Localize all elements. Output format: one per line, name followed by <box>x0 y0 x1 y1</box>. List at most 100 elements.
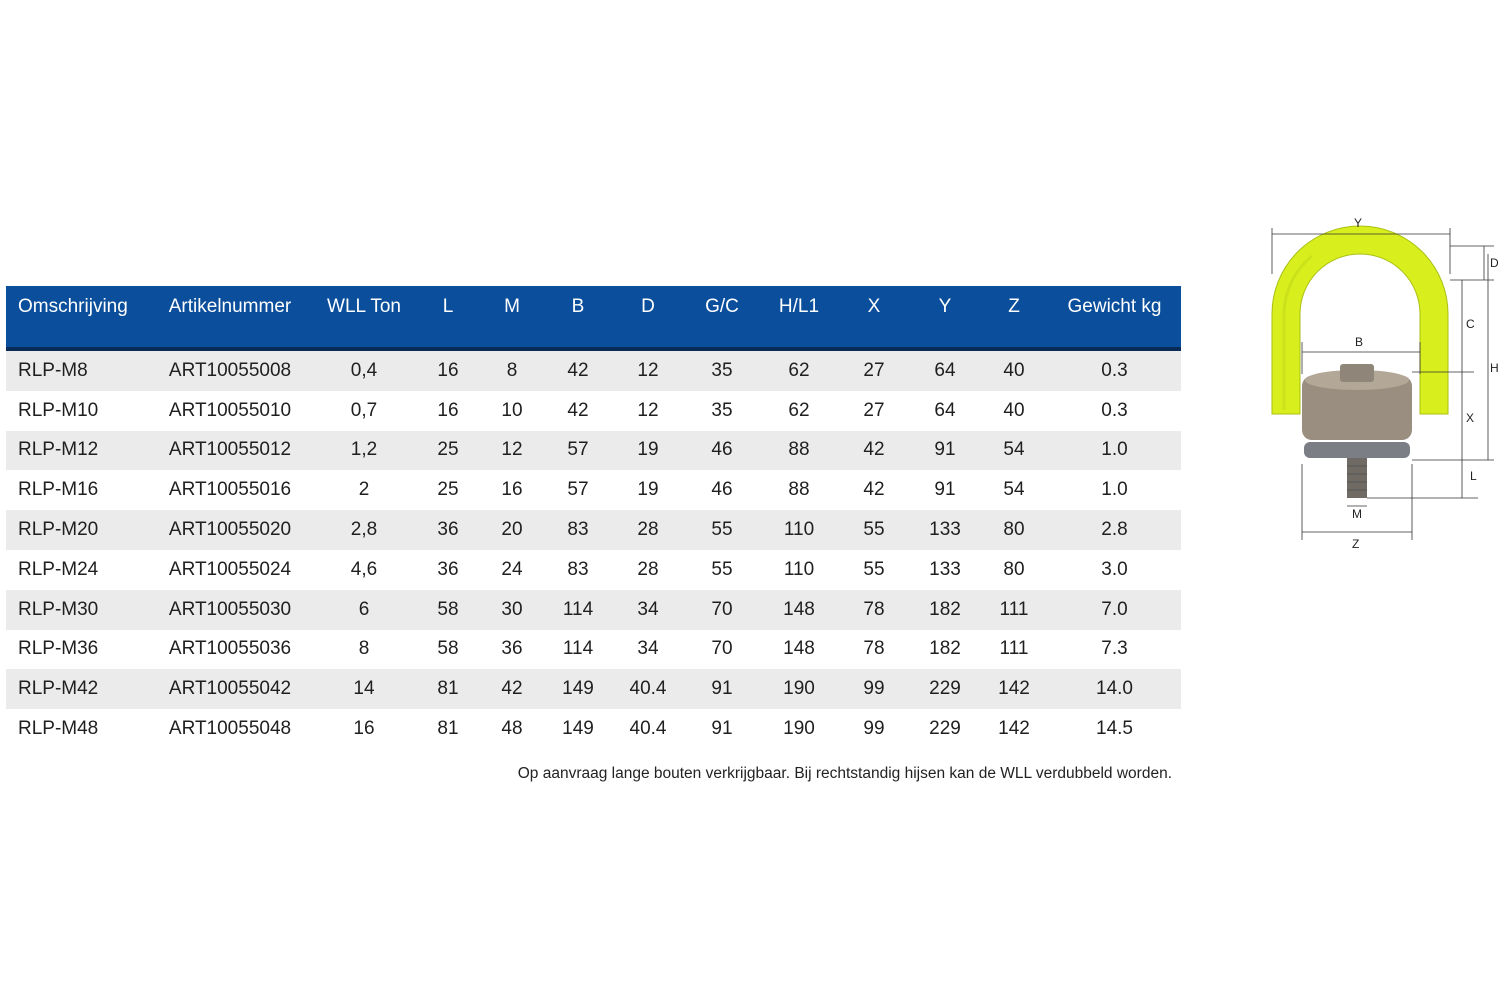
table-row: RLP-M8 ART10055008 0,4 16 8 42 12 35 62 27 64 40 0.3 <box>6 349 1181 391</box>
table-cell: 16 <box>501 479 523 501</box>
table-cell: RLP-M20 <box>18 519 99 541</box>
table-cell: 34 <box>637 638 659 660</box>
table-cell: 64 <box>934 399 956 421</box>
table-cell: 16 <box>437 359 459 381</box>
table-cell: 114 <box>562 598 594 620</box>
table-cell: 25 <box>437 479 459 501</box>
table-cell: 0.3 <box>1101 359 1128 381</box>
table-cell: 6 <box>358 598 370 620</box>
table-cell: 28 <box>637 519 659 541</box>
table-cell: 190 <box>783 678 815 700</box>
table-cell: 25 <box>437 439 459 461</box>
table-cell: 7.3 <box>1101 638 1128 660</box>
table-cell: 14.5 <box>1096 718 1133 740</box>
table-cell: ART10055016 <box>168 479 292 501</box>
table-cell: 111 <box>999 638 1029 660</box>
table-cell: 91 <box>711 678 733 700</box>
table-cell: 229 <box>929 678 961 700</box>
table-cell: 24 <box>501 558 523 580</box>
column-header: G/C <box>684 286 760 351</box>
table-header: Omschrijving Artikelnummer WLL Ton L M B D G/C H… <box>6 286 1181 351</box>
column-header: WLL Ton <box>312 286 416 351</box>
column-header: Gewicht kg <box>1048 286 1181 351</box>
table-cell: 30 <box>501 598 523 620</box>
table-cell: 80 <box>1003 558 1025 580</box>
table-cell: ART10055042 <box>168 678 292 700</box>
table-cell: 0,4 <box>350 359 378 381</box>
table-cell: 2,8 <box>350 519 378 541</box>
table-cell: ART10055030 <box>168 598 292 620</box>
table-cell: 40 <box>1003 399 1025 421</box>
dim-label-b: B <box>1355 335 1363 349</box>
table-cell: RLP-M30 <box>18 598 99 620</box>
table-cell: 36 <box>437 519 459 541</box>
table-cell: 62 <box>788 399 810 421</box>
column-header: Y <box>910 286 980 351</box>
table-row: RLP-M48 ART10055048 16 81 48 149 40.4 91 190 99 22… <box>6 709 1181 749</box>
table-cell: 182 <box>929 638 961 660</box>
table-cell: 40 <box>1003 359 1025 381</box>
table-row: RLP-M42 ART10055042 14 81 42 149 40.4 91 190 99 22… <box>6 669 1181 710</box>
table-cell: 54 <box>1003 439 1025 461</box>
table-cell: 58 <box>437 638 459 660</box>
table-cell: 182 <box>929 598 961 620</box>
table-cell: 110 <box>783 558 815 580</box>
table-cell: 3.0 <box>1101 558 1128 580</box>
table-cell: 46 <box>711 479 733 501</box>
table-cell: 114 <box>562 638 594 660</box>
table-cell: 40.4 <box>629 718 667 740</box>
table-cell: 2.8 <box>1101 519 1128 541</box>
dimension-lines <box>1271 228 1494 540</box>
table-cell: RLP-M42 <box>18 678 99 700</box>
table-cell: 91 <box>711 718 733 740</box>
table-row: RLP-M10 ART10055010 0,7 16 10 42 12 35 62 27 64 40 0… <box>6 390 1181 431</box>
table-cell: 58 <box>437 598 459 620</box>
table-cell: 81 <box>437 678 459 700</box>
dim-label-h: H <box>1490 361 1499 375</box>
table-cell: 42 <box>501 678 523 700</box>
table-cell: 28 <box>637 558 659 580</box>
table-cell: 12 <box>501 439 523 461</box>
dim-label-l: L <box>1470 469 1477 483</box>
table-cell: 4,6 <box>350 558 378 580</box>
table-cell: 14.0 <box>1096 678 1133 700</box>
table-cell: ART10055048 <box>168 718 292 740</box>
table-cell: RLP-M24 <box>18 558 99 580</box>
table-cell: 149 <box>562 718 594 740</box>
table-cell: 83 <box>567 558 589 580</box>
table-cell: 27 <box>863 399 885 421</box>
dim-label-d: D <box>1490 256 1499 270</box>
table-cell: 36 <box>437 558 459 580</box>
table-cell: 55 <box>863 519 885 541</box>
column-header: Z <box>980 286 1048 351</box>
table-cell: 1,2 <box>350 439 378 461</box>
table-cell: 190 <box>783 718 815 740</box>
column-header: H/L1 <box>760 286 838 351</box>
dim-label-z: Z <box>1352 537 1359 551</box>
table-cell: ART10055024 <box>168 558 292 580</box>
table-cell: 19 <box>637 479 659 501</box>
table-cell: 111 <box>999 598 1029 620</box>
table-cell: 48 <box>501 718 523 740</box>
table-cell: 42 <box>567 399 589 421</box>
table-cell: 229 <box>929 718 961 740</box>
table-cell: ART10055010 <box>168 399 292 421</box>
table-row: RLP-M36 ART10055036 8 58 36 114 34 70 148 78 182 11… <box>6 629 1181 670</box>
table-cell: 7.0 <box>1101 598 1128 620</box>
spec-table: Omschrijving Artikelnummer WLL Ton L M B D G/C H… <box>6 286 1181 749</box>
table-cell: 0.3 <box>1101 399 1128 421</box>
dim-label-y: Y <box>1354 216 1362 230</box>
table-cell: 19 <box>637 439 659 461</box>
table-cell: 1.0 <box>1101 479 1128 501</box>
table-cell: ART10055020 <box>168 519 292 541</box>
table-cell: 70 <box>711 638 733 660</box>
table-cell: 54 <box>1003 479 1025 501</box>
table-cell: 46 <box>711 439 733 461</box>
table-cell: 40.4 <box>629 678 667 700</box>
table-cell: 80 <box>1003 519 1025 541</box>
table-cell: 16 <box>353 718 375 740</box>
table-cell: ART10055012 <box>168 439 292 461</box>
table-cell: 99 <box>863 678 885 700</box>
table-cell: RLP-M10 <box>18 399 99 421</box>
table-cell: 8 <box>506 359 518 381</box>
